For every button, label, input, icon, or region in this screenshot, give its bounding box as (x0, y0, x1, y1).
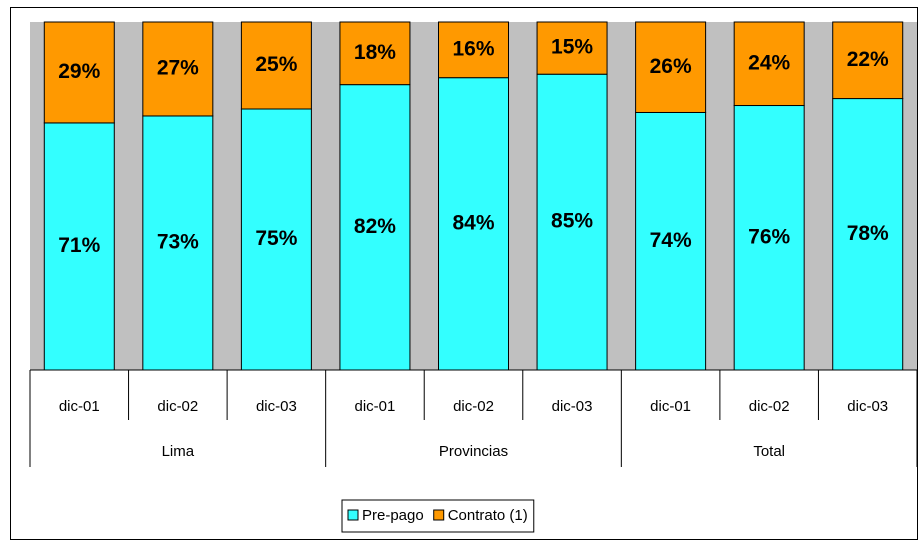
bar-segment (536, 21, 608, 75)
value-label: 15% (551, 36, 593, 59)
bar-segment (438, 21, 509, 79)
bar-segment (733, 21, 805, 107)
x-tick-label: dic-03 (256, 398, 297, 415)
bar-segment (536, 73, 608, 371)
bar-segment (339, 21, 411, 86)
legend-swatch (433, 509, 445, 521)
value-label: 85% (551, 210, 593, 233)
x-tick-label: dic-02 (749, 398, 790, 415)
bar-segment (635, 111, 707, 371)
value-label: 29% (58, 60, 100, 83)
group-label: Provincias (439, 443, 508, 460)
legend-swatch (347, 509, 359, 521)
x-tick-label: dic-02 (453, 398, 494, 415)
bar-segment (240, 21, 312, 110)
group-label: Lima (162, 443, 195, 460)
bar-segment (142, 21, 214, 117)
value-label: 74% (650, 229, 692, 252)
value-label: 16% (452, 37, 494, 60)
legend-label: Pre-pago (362, 507, 424, 524)
value-label: 18% (354, 41, 396, 64)
x-tick-label: dic-03 (552, 398, 593, 415)
value-label: 27% (157, 57, 199, 80)
x-tick-label: dic-01 (650, 398, 691, 415)
bar-segment (635, 21, 707, 113)
bar-segment (142, 115, 214, 371)
value-label: 73% (157, 231, 199, 254)
value-label: 76% (748, 225, 790, 248)
legend: Pre-pago Contrato (1) (341, 499, 535, 533)
value-label: 78% (847, 222, 889, 245)
bar-segment (438, 77, 509, 371)
value-label: 71% (58, 234, 100, 257)
bar-segment (733, 105, 805, 371)
value-label: 24% (748, 51, 790, 74)
bar-segment (339, 84, 411, 371)
x-tick-label: dic-02 (157, 398, 198, 415)
x-tick-label: dic-03 (847, 398, 888, 415)
value-label: 25% (255, 53, 297, 76)
value-label: 82% (354, 215, 396, 238)
bar-segment (43, 21, 115, 124)
group-label: Total (753, 443, 785, 460)
x-tick-label: dic-01 (355, 398, 396, 415)
x-tick-label: dic-01 (59, 398, 100, 415)
bar-segment (832, 98, 904, 371)
legend-label: Contrato (1) (448, 507, 528, 524)
bar-segment (832, 21, 904, 100)
value-label: 75% (255, 227, 297, 250)
value-label: 26% (650, 55, 692, 78)
value-label: 84% (452, 211, 494, 234)
value-label: 22% (847, 48, 889, 71)
